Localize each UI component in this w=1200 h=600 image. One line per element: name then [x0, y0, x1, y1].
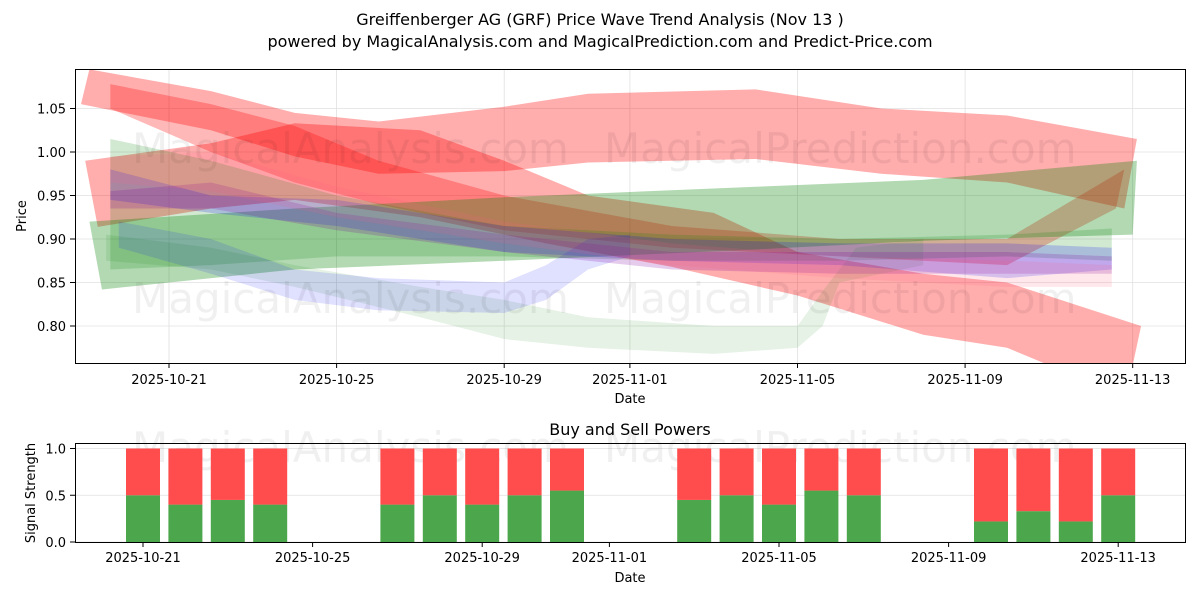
main-plot-frame: [75, 69, 1186, 364]
x-tick-label: 2025-11-13: [1095, 373, 1171, 388]
sub-y-axis-label: Signal Strength: [24, 443, 39, 543]
y-tick-label: 1.05: [37, 103, 66, 118]
buy-bar: [168, 504, 203, 542]
sell-bar: [1101, 448, 1136, 496]
buy-bar: [762, 504, 796, 542]
sell-bar: [846, 448, 881, 496]
y-tick-label: 0.5: [45, 489, 66, 504]
watermark: MagicalPrediction.com: [604, 124, 1077, 173]
sub-plot-frame: [75, 443, 1186, 543]
sub-x-axis-label: Date: [614, 571, 645, 586]
sell-bar: [719, 448, 754, 496]
price-wave-plot: MagicalAnalysis.com MagicalPrediction.co…: [15, 69, 1186, 407]
buy-bar: [1058, 521, 1093, 542]
sell-bar: [677, 448, 712, 500]
watermark: MagicalPrediction.com: [604, 274, 1077, 323]
watermark: MagicalAnalysis.com: [132, 274, 569, 323]
y-tick-label: 0.95: [37, 190, 66, 205]
main-grid: [75, 69, 1185, 363]
sell-bar: [210, 448, 245, 500]
x-tick-label: 2025-11-01: [572, 551, 648, 566]
buy-bar: [210, 499, 245, 542]
sell-bar: [126, 448, 160, 496]
buy-bar: [126, 495, 160, 542]
sell-bar: [804, 448, 839, 491]
buy-sell-title: Buy and Sell Powers: [549, 420, 711, 439]
pink-band: [110, 152, 1112, 287]
red-descending-band: [85, 123, 1142, 363]
sell-bar: [1058, 448, 1093, 522]
green-wide-band: [89, 160, 1137, 290]
y-tick-label: 0.90: [37, 233, 66, 248]
buy-bar: [507, 495, 542, 542]
sub-y-axis: 0.0 0.5 1.0: [45, 443, 75, 551]
main-y-axis: 0.80 0.85 0.90 0.95 1.00 1.05: [37, 103, 75, 335]
x-tick-label: 2025-11-13: [1080, 551, 1156, 566]
x-tick-label: 2025-11-01: [592, 373, 668, 388]
main-y-axis-label: Price: [15, 200, 30, 232]
x-tick-label: 2025-10-21: [131, 373, 207, 388]
y-tick-label: 1.00: [37, 146, 66, 161]
buy-bar: [974, 521, 1008, 542]
x-tick-label: 2025-11-09: [927, 373, 1003, 388]
sell-bar: [168, 448, 203, 505]
x-tick-label: 2025-11-05: [741, 551, 817, 566]
buy-bar: [550, 490, 584, 542]
watermark: MagicalAnalysis.com: [132, 124, 569, 173]
buy-bar: [677, 499, 712, 542]
x-tick-label: 2025-10-25: [299, 373, 375, 388]
sell-bar: [253, 448, 288, 505]
buy-bar: [422, 495, 457, 542]
buy-sell-plot: Buy and Sell Powers MagicalAnalysis.com …: [24, 420, 1186, 586]
chart-subtitle: powered by MagicalAnalysis.com and Magic…: [267, 32, 933, 51]
buy-sell-bars: [126, 448, 1136, 542]
purple-band: [110, 182, 1112, 274]
buy-bar: [253, 504, 288, 542]
x-tick-label: 2025-11-05: [760, 373, 836, 388]
x-tick-label: 2025-10-29: [466, 373, 542, 388]
sell-bar: [422, 448, 457, 496]
buy-bar: [1016, 511, 1051, 542]
red-upper-band: [81, 69, 1137, 209]
chart-title: Greiffenberger AG (GRF) Price Wave Trend…: [356, 10, 844, 29]
x-tick-label: 2025-10-29: [444, 551, 520, 566]
y-tick-label: 0.0: [45, 536, 66, 551]
blue-mid-band: [110, 169, 1112, 279]
sell-bar: [762, 448, 796, 505]
main-x-axis: 2025-10-21 2025-10-25 2025-10-29 2025-11-01…: [131, 363, 1170, 388]
green-mid-band: [110, 138, 1112, 270]
y-tick-label: 0.80: [37, 320, 66, 335]
sell-bar: [550, 448, 584, 491]
sell-bar: [380, 448, 415, 505]
x-tick-label: 2025-11-09: [911, 551, 987, 566]
sell-bar: [1016, 448, 1051, 512]
buy-bar: [380, 504, 415, 542]
buy-bar: [719, 495, 754, 542]
sell-bar: [507, 448, 542, 496]
x-tick-label: 2025-10-21: [105, 551, 181, 566]
buy-bar: [804, 490, 839, 542]
green-faded-band: [106, 234, 924, 354]
buy-bar: [846, 495, 881, 542]
y-tick-label: 1.0: [45, 443, 66, 458]
buy-bar: [1101, 495, 1136, 542]
main-x-axis-label: Date: [614, 392, 645, 407]
buy-bar: [465, 504, 500, 542]
blue-low-band: [118, 221, 630, 313]
y-tick-label: 0.85: [37, 277, 66, 292]
sell-bar: [974, 448, 1008, 522]
red-overlap-band: [110, 84, 1125, 266]
x-tick-label: 2025-10-25: [275, 551, 351, 566]
sell-bar: [465, 448, 500, 505]
price-bands: [81, 69, 1142, 363]
sub-x-axis: 2025-10-21 2025-10-25 2025-10-29 2025-11-01…: [105, 542, 1156, 566]
